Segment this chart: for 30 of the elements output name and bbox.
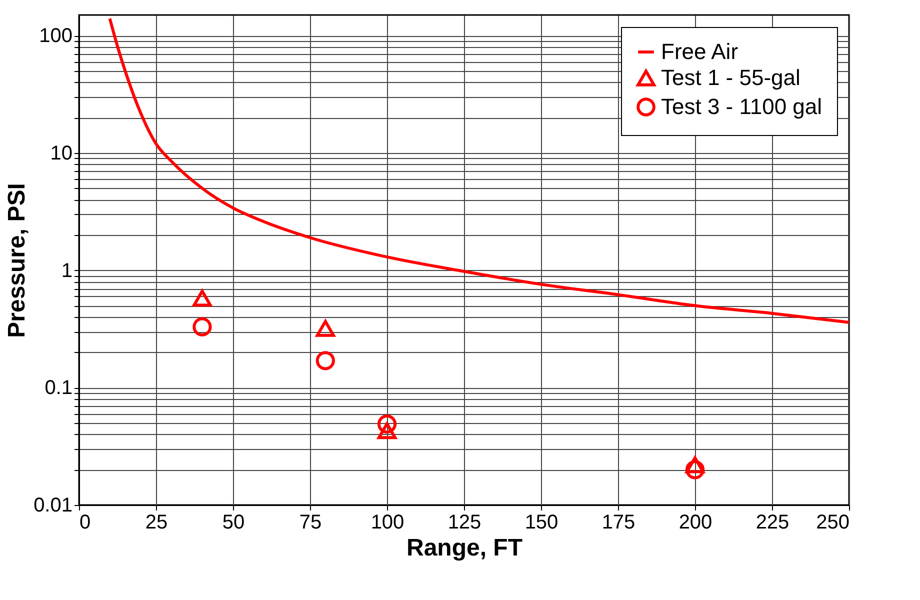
y-tick-label: 10 — [50, 142, 72, 164]
x-tick-label: 50 — [222, 512, 245, 534]
y-tick-label: 1 — [61, 260, 72, 282]
legend-label: Test 1 - 55-gal — [661, 65, 800, 90]
point — [316, 351, 335, 370]
line-series — [108, 17, 850, 324]
x-tick-label: 0 — [80, 512, 91, 534]
legend-label: Test 3 - 1100 gal — [661, 94, 822, 119]
y-tick-label: 0.1 — [44, 377, 72, 400]
point — [685, 456, 705, 474]
point — [192, 290, 212, 307]
y-axis-title: Pressure, PSI — [4, 183, 31, 338]
legend-label: Free Air — [661, 39, 738, 64]
x-tick-label: 125 — [448, 512, 482, 534]
x-tick-label: 200 — [678, 512, 712, 534]
x-tick-label: 175 — [602, 512, 636, 534]
x-tick-label: 225 — [756, 512, 790, 534]
x-tick-label: 25 — [145, 512, 168, 534]
point — [192, 317, 212, 336]
x-tick-label: 250 — [816, 512, 850, 534]
x-tick-label: 75 — [299, 512, 322, 534]
point — [685, 460, 705, 480]
x-tick-label: 100 — [370, 512, 404, 534]
point — [316, 320, 335, 337]
x-tick-label: 150 — [524, 512, 558, 534]
y-tick-label: 100 — [39, 25, 72, 48]
point — [377, 422, 397, 440]
point — [377, 414, 397, 434]
x-axis-title: Range, FT — [406, 534, 523, 562]
y-tick-label: 0.01 — [34, 494, 72, 516]
